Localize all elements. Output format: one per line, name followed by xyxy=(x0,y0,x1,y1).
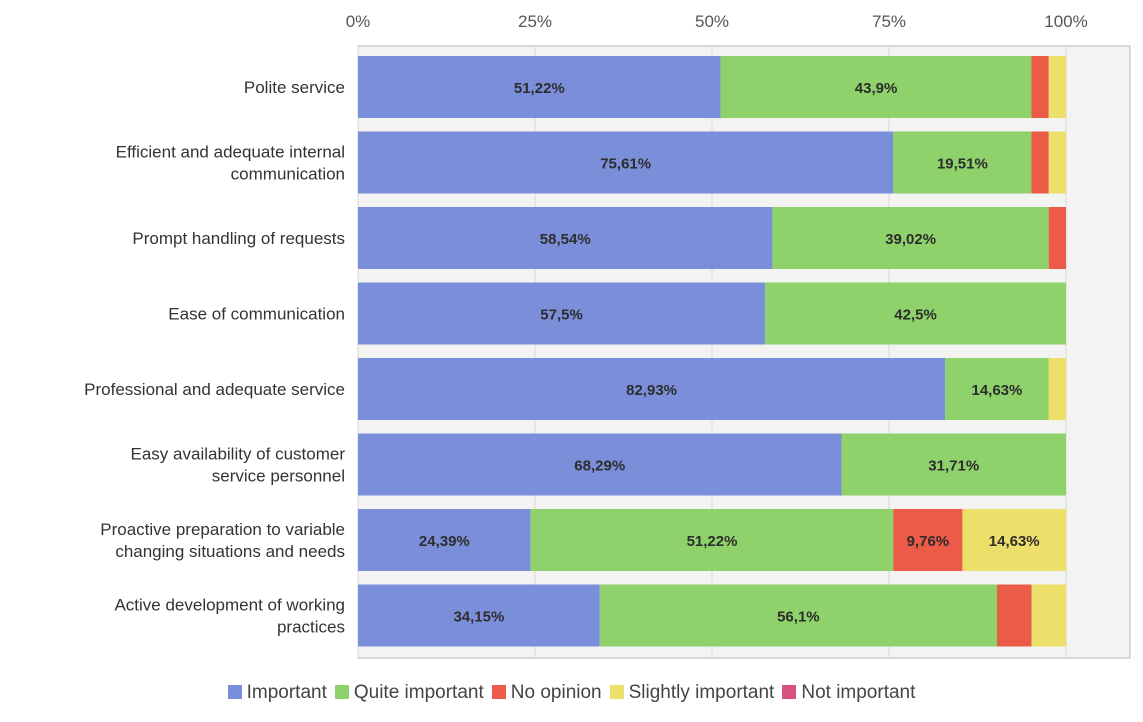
data-label: 51,22% xyxy=(687,533,738,550)
category-label: Easy availability of customer xyxy=(131,445,346,464)
bar-segment xyxy=(358,282,766,345)
data-label: 31,71% xyxy=(928,458,979,475)
category-label: Polite service xyxy=(244,78,345,97)
data-label: 39,02% xyxy=(885,231,936,248)
legend-swatch xyxy=(609,685,624,699)
data-label: 82,93% xyxy=(626,382,677,399)
bar-segment xyxy=(841,433,1066,496)
category-label: changing situations and needs xyxy=(115,542,345,561)
legend-item: Important xyxy=(227,682,327,704)
x-tick-label: 0% xyxy=(346,12,371,31)
data-label: 19,51% xyxy=(937,156,988,173)
data-label: 14,63% xyxy=(971,382,1022,399)
category-label: service personnel xyxy=(212,467,345,486)
legend-label: Not important xyxy=(801,682,916,703)
bar-segment xyxy=(1031,56,1049,118)
category-label: Proactive preparation to variable xyxy=(100,520,345,539)
legend-swatch xyxy=(782,685,797,699)
legend-swatch xyxy=(227,685,242,699)
data-label: 75,61% xyxy=(600,156,651,173)
data-label: 51,22% xyxy=(514,80,565,97)
category-label: practices xyxy=(277,618,345,637)
bar-segment xyxy=(358,358,946,420)
legend-item: Slightly important xyxy=(609,682,775,704)
bar-segment xyxy=(945,358,1049,420)
bar-segment xyxy=(1048,207,1066,269)
bar-segment xyxy=(893,509,963,571)
legend-label: Important xyxy=(246,682,327,703)
bar-segment xyxy=(358,584,600,647)
x-tick-label: 75% xyxy=(872,12,906,31)
data-label: 42,5% xyxy=(894,307,937,324)
data-label: 56,1% xyxy=(777,609,820,626)
bar-segment xyxy=(358,56,721,118)
data-label: 43,9% xyxy=(855,80,898,97)
legend-swatch xyxy=(491,685,506,699)
bar-segment xyxy=(358,433,842,496)
category-label: Ease of communication xyxy=(168,305,345,324)
x-tick-label: 100% xyxy=(1044,12,1087,31)
legend-swatch xyxy=(334,685,349,699)
category-label: Active development of working xyxy=(114,596,345,615)
bar-segment xyxy=(1031,131,1049,194)
x-tick-label: 50% xyxy=(695,12,729,31)
bar-segment xyxy=(530,509,894,571)
bar-segment xyxy=(996,584,1032,647)
legend-item: Quite important xyxy=(334,682,484,704)
bar-segment xyxy=(599,584,997,647)
bar-segment xyxy=(1048,56,1066,118)
data-label: 9,76% xyxy=(907,533,950,550)
category-label: communication xyxy=(231,165,345,184)
bar-segment xyxy=(893,131,1032,194)
category-label: Professional and adequate service xyxy=(84,380,345,399)
x-tick-label: 25% xyxy=(518,12,552,31)
category-label: Efficient and adequate internal xyxy=(116,143,345,162)
data-label: 24,39% xyxy=(419,533,470,550)
bar-segment xyxy=(1048,131,1066,194)
bar-segment xyxy=(1048,358,1066,420)
bar-segment xyxy=(1031,584,1066,647)
bar-segment xyxy=(772,207,1049,269)
bar-segment xyxy=(358,207,773,269)
category-label: Prompt handling of requests xyxy=(132,229,345,248)
data-label: 57,5% xyxy=(540,307,583,324)
legend-item: No opinion xyxy=(491,682,602,704)
bar-segment xyxy=(720,56,1032,118)
bar-segment xyxy=(765,282,1066,345)
bar-segment xyxy=(358,509,531,571)
bar-segment xyxy=(962,509,1066,571)
stacked-bar-chart: 0% 25% 50% 75% 100% 51,22% 43,9% Polite service… xyxy=(84,12,1131,659)
data-label: 68,29% xyxy=(574,458,625,475)
legend-item: Not important xyxy=(782,682,915,704)
legend-label: No opinion xyxy=(510,682,602,703)
data-label: 34,15% xyxy=(453,609,504,626)
legend-label: Slightly important xyxy=(628,682,775,703)
bar-segment xyxy=(358,131,894,194)
data-label: 14,63% xyxy=(989,533,1040,550)
data-label: 58,54% xyxy=(540,231,591,248)
legend: Important Quite important No opinion Slight… xyxy=(0,682,1143,704)
legend-label: Quite important xyxy=(353,682,484,703)
